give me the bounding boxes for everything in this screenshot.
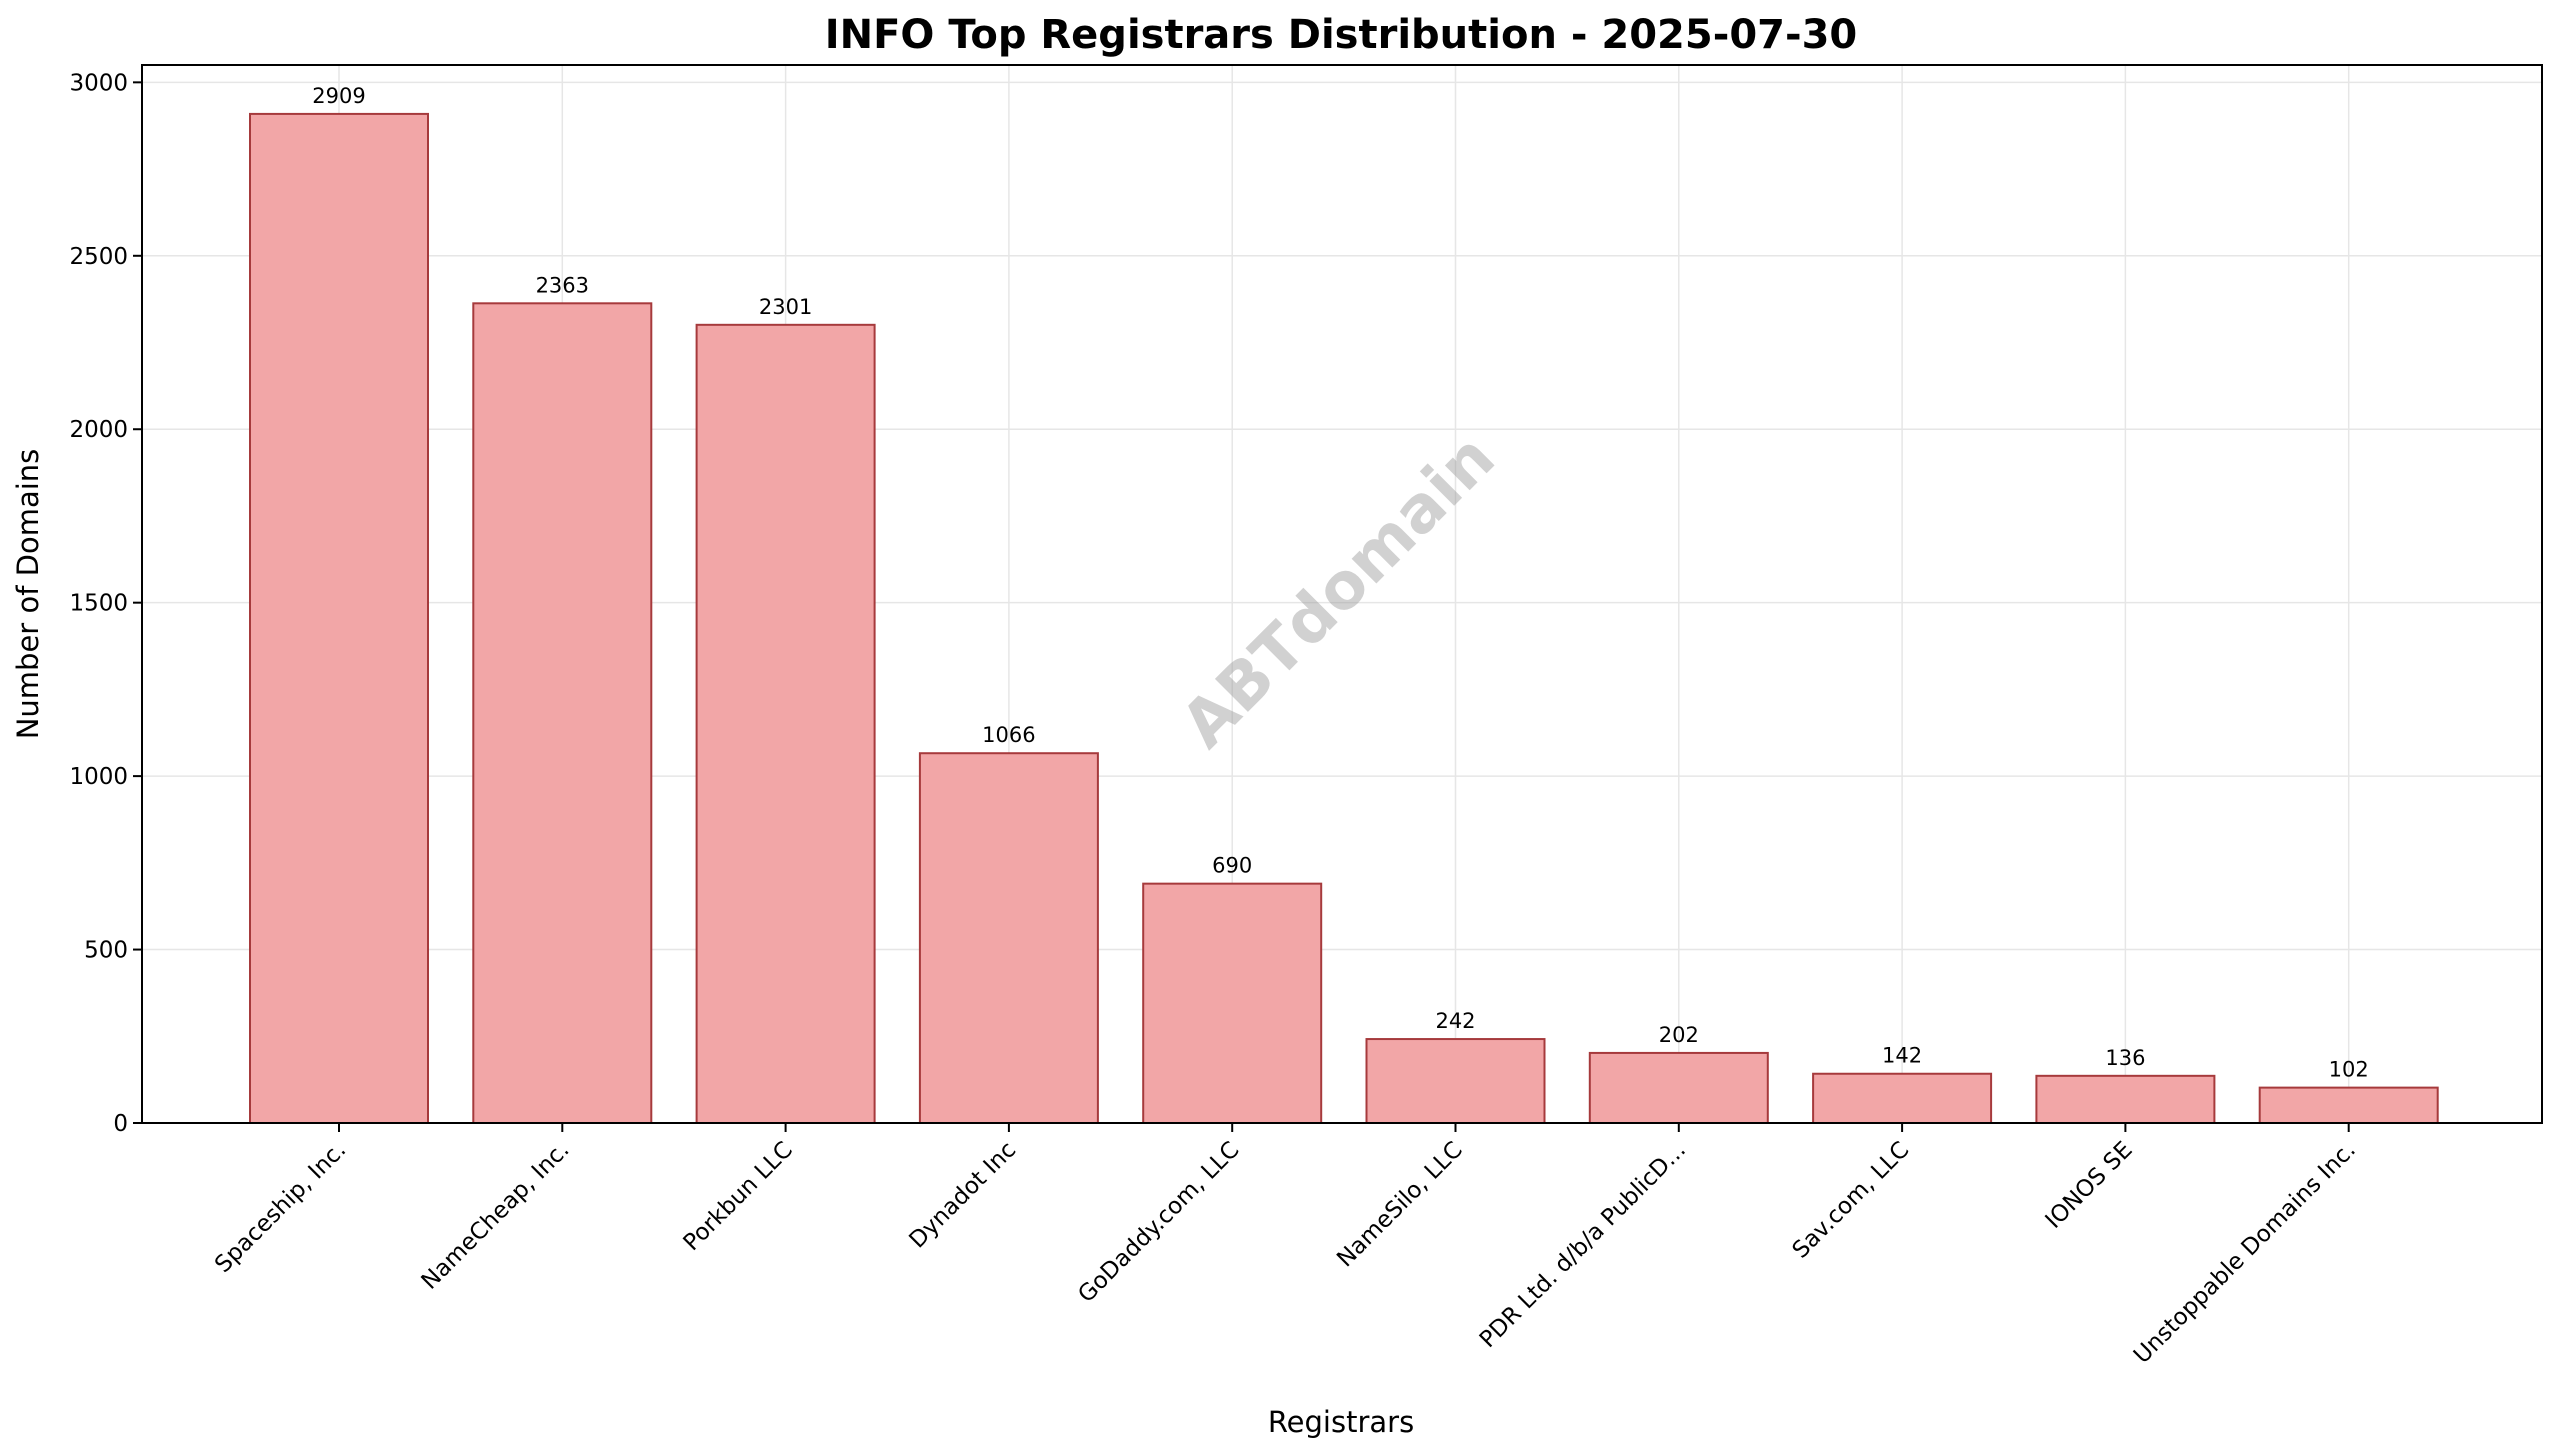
bar bbox=[918, 752, 1099, 1124]
y-tick-label: 0 bbox=[113, 1111, 128, 1137]
bar-value-label: 1066 bbox=[982, 723, 1035, 747]
y-tick-label: 2500 bbox=[69, 244, 128, 270]
bar bbox=[472, 302, 653, 1124]
bar bbox=[2035, 1074, 2216, 1124]
bar bbox=[695, 323, 876, 1124]
bar-value-label: 102 bbox=[2329, 1058, 2369, 1082]
x-axis-label: Registrars bbox=[1268, 1405, 1414, 1439]
chart-title: INFO Top Registrars Distribution - 2025-… bbox=[825, 12, 1858, 58]
y-axis-label: Number of Domains bbox=[11, 449, 45, 740]
bars bbox=[249, 112, 2439, 1125]
bar-value-label: 242 bbox=[1435, 1009, 1475, 1033]
plot-frame bbox=[141, 64, 2543, 1124]
y-tick-label: 1000 bbox=[69, 764, 128, 790]
bar bbox=[249, 112, 429, 1124]
y-tick-label: 500 bbox=[84, 938, 128, 964]
y-axis-ticks: 0 500 1000 1500 2000 2500 3000 bbox=[69, 70, 142, 1137]
bar bbox=[1365, 1038, 1546, 1124]
bar-value-label: 690 bbox=[1212, 854, 1252, 878]
bar-value-label: 202 bbox=[1659, 1023, 1699, 1047]
bar bbox=[1812, 1072, 1993, 1125]
data-labels: 2909 2363 2301 1066 690 242 202 142 136 102 bbox=[312, 84, 2368, 1082]
bar-value-label: 2363 bbox=[536, 273, 589, 297]
bar bbox=[1588, 1051, 1769, 1125]
bar bbox=[1142, 882, 1323, 1124]
bar-value-label: 142 bbox=[1882, 1044, 1922, 1068]
bar-value-label: 2909 bbox=[312, 84, 365, 108]
y-tick-label: 3000 bbox=[69, 70, 128, 96]
bar-value-label: 136 bbox=[2105, 1046, 2145, 1070]
y-tick-label: 1500 bbox=[69, 591, 128, 617]
y-tick-label: 2000 bbox=[69, 417, 128, 443]
bar bbox=[2258, 1086, 2439, 1124]
bar-value-label: 2301 bbox=[759, 295, 812, 319]
